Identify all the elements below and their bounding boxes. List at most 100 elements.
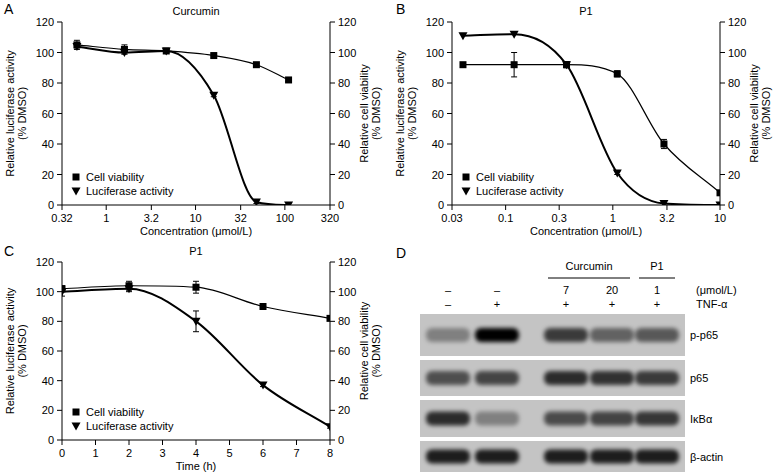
x-tick	[62, 205, 63, 210]
treatment-value: +	[494, 298, 500, 310]
x-tick	[720, 205, 721, 210]
treatment-value: –	[445, 298, 452, 310]
y2-tick	[330, 262, 335, 263]
y-tick-label: 120	[426, 16, 444, 28]
band	[426, 450, 470, 464]
marker-triangle	[209, 92, 218, 100]
band	[426, 412, 470, 426]
x-tick-label: 3.2	[144, 212, 159, 224]
error-cap	[62, 296, 65, 297]
y-tick	[447, 174, 452, 175]
x-tick-label: 6	[260, 447, 266, 459]
x-tick-label: 10	[714, 212, 726, 224]
y-tick-label: 60	[42, 108, 54, 120]
band	[426, 371, 470, 385]
legend-label: Cell viability	[86, 171, 145, 183]
x-tick	[95, 440, 96, 445]
figure: ACurcumin0204060801001200204060801001200…	[0, 0, 784, 474]
chart-B: BP10204060801001200204060801001200.030.1…	[394, 1, 772, 237]
marker-square	[614, 70, 621, 77]
band	[590, 450, 634, 464]
marker-triangle	[259, 382, 268, 390]
y2-tick-label: 100	[338, 286, 356, 298]
y-axis-label: (% DMSO)	[406, 87, 418, 140]
y2-tick-label: 0	[338, 199, 344, 211]
y2-tick-label: 60	[728, 108, 740, 120]
y2-tick-label: 80	[338, 77, 350, 89]
x-tick-label: 0.32	[51, 212, 72, 224]
marker-square	[511, 61, 518, 68]
x-tick-label: 7	[293, 447, 299, 459]
y2-tick	[330, 380, 335, 381]
x-tick-label: 1	[103, 212, 109, 224]
error-cap	[193, 281, 199, 282]
x-tick-label: 3.2	[659, 212, 674, 224]
y2-tick	[720, 113, 725, 114]
marker-triangle	[125, 285, 134, 293]
band	[544, 371, 588, 385]
y-tick-label: 40	[432, 138, 444, 150]
chart-title: Curcumin	[172, 5, 219, 17]
y-tick	[447, 52, 452, 53]
band	[635, 412, 679, 426]
blot-strip	[420, 400, 685, 437]
y2-tick-label: 120	[728, 16, 746, 28]
treatment-value: +	[654, 298, 660, 310]
row-label: p-p65	[690, 329, 718, 341]
fit-curve	[77, 46, 289, 205]
legend-label: Cell viability	[476, 171, 535, 183]
error-cap	[193, 310, 199, 311]
x-tick-label: 0.1	[498, 212, 513, 224]
legend: Cell viabilityLuciferase activity	[462, 171, 564, 197]
x-tick	[330, 205, 331, 210]
y2-tick	[720, 144, 725, 145]
error-cap	[661, 139, 667, 140]
x-tick	[612, 205, 613, 210]
y-tick	[447, 113, 452, 114]
panel-label: A	[4, 1, 14, 17]
y-tick	[57, 174, 62, 175]
x-tick-label: 2	[126, 447, 132, 459]
y-tick-label: 100	[36, 286, 54, 298]
error-cap	[661, 148, 667, 149]
y-axis-label: (% DMSO)	[16, 324, 28, 377]
legend-label: Cell viability	[86, 406, 145, 418]
band	[475, 371, 519, 385]
y2-tick-label: 20	[338, 169, 350, 181]
chart-A: ACurcumin0204060801001200204060801001200…	[4, 1, 382, 237]
panel-label: C	[4, 243, 14, 259]
blot-strip	[420, 360, 685, 396]
error-cap	[511, 52, 517, 53]
marker-square	[193, 284, 200, 291]
y-tick-label: 80	[42, 315, 54, 327]
x-tick-label: 4	[193, 447, 199, 459]
y2-tick-label: 40	[728, 138, 740, 150]
marker-square	[717, 189, 721, 196]
x-tick-label: 320	[321, 212, 339, 224]
concentration: 20	[606, 284, 618, 296]
marker-triangle	[613, 169, 622, 177]
plot-area	[458, 31, 720, 205]
row-label: p65	[690, 372, 708, 384]
marker-triangle	[284, 202, 293, 206]
y2-tick-label: 40	[338, 138, 350, 150]
marker-square	[260, 303, 267, 310]
legend-marker	[73, 174, 80, 181]
y2-tick-label: 100	[338, 47, 356, 59]
marker-triangle	[252, 198, 261, 205]
plot-area	[72, 40, 293, 205]
y2-tick	[720, 22, 725, 23]
legend-marker	[73, 409, 80, 416]
unit-label: (μmol/L)	[696, 284, 737, 296]
x-axis-label: Concentration (μmol/L)	[140, 225, 252, 237]
legend-label: Luciferase activity	[86, 420, 174, 432]
x-tick	[284, 205, 285, 210]
band	[544, 328, 588, 342]
y-axis-label: Relative luciferase activity	[394, 50, 406, 177]
y2-tick	[330, 351, 335, 352]
band	[475, 412, 519, 426]
legend-marker	[72, 423, 81, 431]
y2-tick	[330, 113, 335, 114]
x-tick-label: 1	[610, 212, 616, 224]
x-tick	[559, 205, 560, 210]
